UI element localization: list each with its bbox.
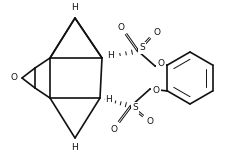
Text: O: O (152, 86, 159, 95)
Text: H: H (105, 95, 112, 105)
Text: H: H (71, 144, 78, 153)
Text: O: O (157, 59, 164, 68)
Text: O: O (110, 124, 117, 134)
Text: O: O (117, 22, 124, 32)
Text: S: S (132, 103, 137, 112)
Text: O: O (10, 73, 17, 83)
Text: O: O (153, 29, 160, 37)
Text: O: O (146, 117, 153, 125)
Text: H: H (71, 3, 78, 12)
Text: S: S (139, 44, 144, 53)
Text: H: H (107, 51, 114, 61)
